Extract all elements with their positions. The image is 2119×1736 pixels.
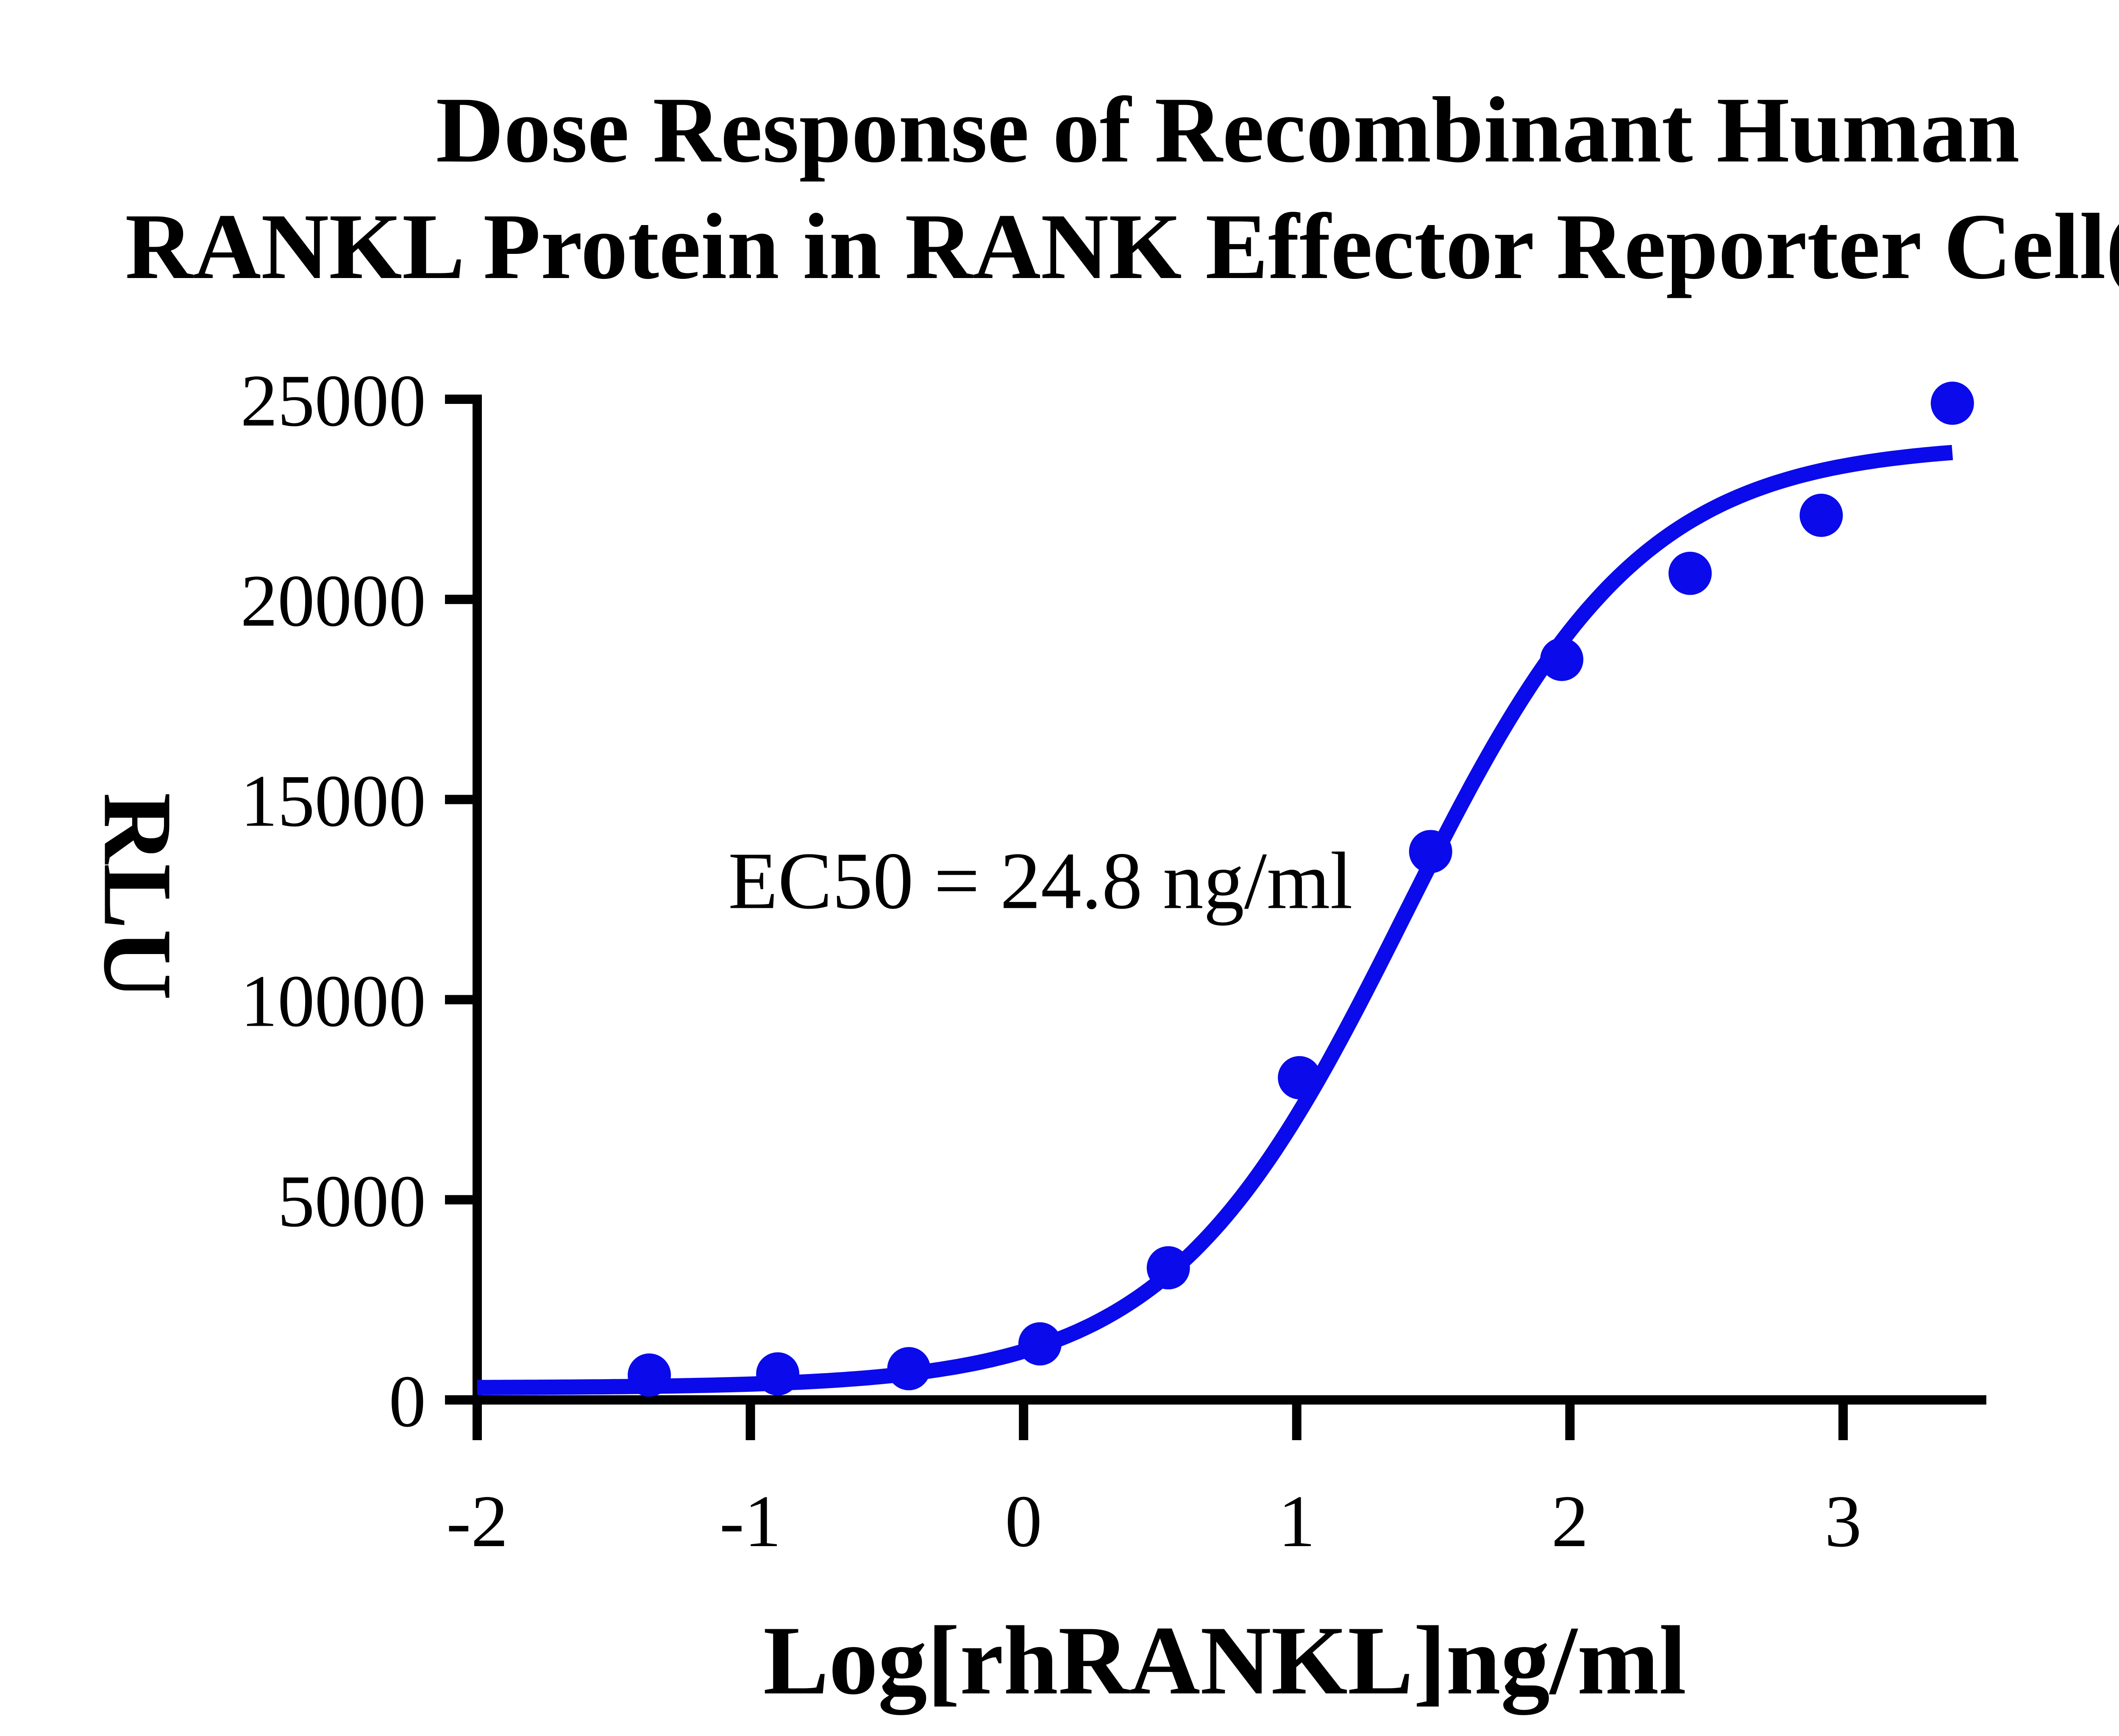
- y-tick-label: 15000: [241, 760, 426, 842]
- y-tick-label: 5000: [278, 1160, 426, 1242]
- x-tick-label: 1: [1278, 1480, 1315, 1562]
- ec50-annotation: EC50 = 24.8 ng/ml: [728, 835, 1353, 926]
- data-point: [1930, 381, 1974, 425]
- data-point: [1146, 1246, 1190, 1290]
- x-tick-label: -2: [446, 1480, 508, 1562]
- data-point: [1540, 637, 1584, 681]
- data-point: [756, 1352, 800, 1396]
- x-tick-label: 3: [1824, 1480, 1862, 1562]
- data-point: [1669, 551, 1712, 595]
- y-tick-label: 25000: [241, 359, 426, 442]
- y-tick-label: 20000: [241, 559, 426, 642]
- data-point: [628, 1353, 671, 1397]
- data-point: [1278, 1056, 1321, 1099]
- data-point: [1018, 1322, 1062, 1366]
- x-tick-label: -1: [720, 1480, 781, 1562]
- data-point: [887, 1347, 931, 1391]
- x-tick-label: 2: [1552, 1480, 1589, 1562]
- fit-curve: [475, 445, 1955, 1395]
- chart-title-line2: RANKL Protein in RANK Effector Reporter …: [125, 195, 2119, 299]
- y-tick-label: 10000: [241, 960, 426, 1042]
- x-tick-label: 0: [1005, 1480, 1042, 1562]
- x-axis-title: Log[rhRANKL]ng/ml: [763, 1606, 1687, 1715]
- data-point: [1799, 493, 1843, 537]
- chart-title: Dose Response of Recombinant Human RANKL…: [0, 72, 2119, 306]
- data-point: [1409, 830, 1452, 874]
- y-tick-label: 0: [389, 1360, 426, 1442]
- chart-title-line1: Dose Response of Recombinant Human: [436, 78, 2020, 182]
